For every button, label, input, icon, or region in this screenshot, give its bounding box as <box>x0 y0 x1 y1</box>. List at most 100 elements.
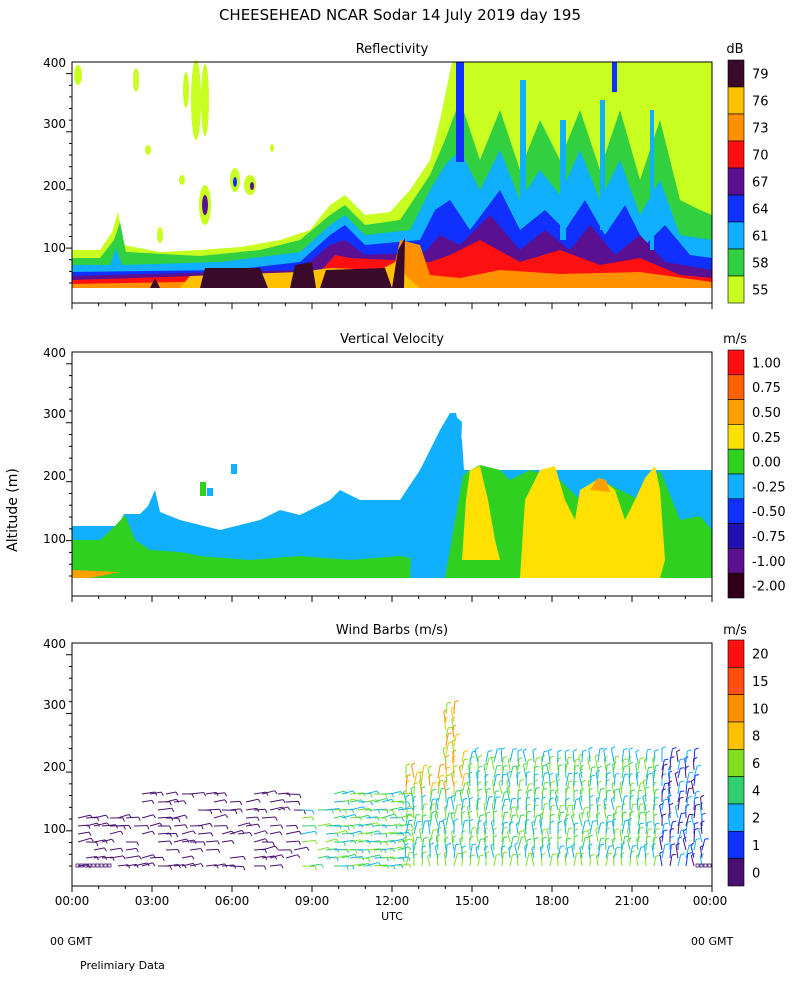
colorbar-swatch-3 <box>727 140 745 169</box>
wind-barb <box>605 764 608 779</box>
wind-barb <box>613 790 616 803</box>
wind-barb <box>293 846 308 851</box>
wind-barb <box>413 821 418 835</box>
wind-barb <box>468 764 471 779</box>
wind-barb <box>621 766 625 779</box>
wind-barb-flag <box>591 766 596 768</box>
wind-barb <box>443 711 447 723</box>
wind-barb <box>652 758 655 771</box>
wind-barb <box>509 836 514 851</box>
wind-barb-flag <box>514 842 519 846</box>
colorbar-label: 1.00 <box>752 356 781 371</box>
wind-barb <box>541 838 544 851</box>
wind-barb <box>483 838 487 851</box>
wind-barb-flag <box>597 780 602 784</box>
wind-barb <box>661 759 665 771</box>
wind-barb <box>461 820 465 835</box>
wind-barb-flag <box>495 796 501 799</box>
wind-barb <box>570 816 575 827</box>
wind-barb <box>125 855 140 859</box>
wind-barb <box>389 800 403 803</box>
wind-barb-flag <box>544 803 549 805</box>
wind-barb-flag <box>543 750 549 753</box>
wind-barb-flag <box>632 844 637 847</box>
wind-barb <box>389 790 401 795</box>
wind-barb <box>317 846 329 851</box>
wind-barb <box>698 829 703 843</box>
wind-barb-flag <box>655 822 660 825</box>
wb-ytick-300: 300 <box>43 698 66 712</box>
wind-barb-flag <box>421 794 427 798</box>
wind-barb <box>309 863 322 867</box>
wind-barb <box>205 791 217 795</box>
wind-barb-flag <box>701 812 706 816</box>
wind-barb <box>595 772 599 787</box>
wind-barb-flag <box>160 791 164 796</box>
vertical-velocity-title: Vertical Velocity <box>340 332 444 347</box>
wind-barb-flag <box>314 866 317 871</box>
wind-barb-flag <box>314 840 318 845</box>
wind-barb <box>381 856 394 859</box>
wind-barb <box>229 829 243 835</box>
wind-barb <box>685 750 688 763</box>
wind-barb <box>333 815 345 819</box>
wind-barb-flag <box>608 852 613 855</box>
wind-barb-flag <box>635 771 640 775</box>
wind-barb-flag <box>687 820 692 823</box>
xtick-24: 00:00 <box>693 894 728 908</box>
wind-barb <box>373 864 387 867</box>
wind-barb <box>285 830 300 835</box>
wind-barb-flag <box>496 764 501 767</box>
wind-barb <box>373 848 385 851</box>
wind-barb-flag <box>464 772 469 775</box>
wind-barb-flag <box>686 780 691 783</box>
wind-barb <box>565 805 569 819</box>
wind-barb-flag <box>462 851 467 854</box>
wind-barb <box>221 830 233 835</box>
wind-barb-flag <box>645 810 650 814</box>
wind-barb <box>245 798 259 803</box>
wind-barb <box>605 791 608 803</box>
wind-barb <box>403 838 407 851</box>
vv-green-low <box>72 515 445 578</box>
wind-barb <box>659 837 663 851</box>
wind-barb <box>690 855 695 867</box>
wind-barb <box>397 863 409 867</box>
wind-barb-flag <box>446 774 451 777</box>
wind-barb <box>365 830 379 835</box>
wind-barb-flag <box>614 788 619 791</box>
wind-barb <box>261 790 275 795</box>
wind-barb <box>685 845 690 859</box>
wind-barb <box>333 830 347 835</box>
wind-barb-flag <box>532 747 537 751</box>
wind-barb <box>533 767 536 779</box>
colorbar-swatch-9 <box>727 572 745 599</box>
colorbar-swatch-2 <box>727 694 745 723</box>
wind-barb <box>637 782 641 795</box>
wind-barb <box>459 790 463 803</box>
wind-barb-flag <box>450 706 455 710</box>
wind-barb <box>365 861 379 867</box>
wind-barb-flag <box>479 854 484 857</box>
colorbar-label: 15 <box>752 675 769 690</box>
wind-barb <box>612 764 615 779</box>
wind-barb-flag <box>376 816 380 821</box>
wind-barb <box>699 846 703 859</box>
wind-barb <box>500 847 503 859</box>
wind-barb-flag <box>169 801 172 806</box>
wind-barb <box>149 822 160 827</box>
wind-barb <box>506 788 511 803</box>
calm-marker <box>699 863 704 868</box>
wind-barb <box>477 839 481 851</box>
wind-barb <box>661 783 666 795</box>
wind-barb <box>93 855 105 859</box>
wind-barb <box>245 807 257 811</box>
wind-barb-flag <box>589 834 594 837</box>
wind-barb <box>684 758 687 771</box>
wind-barb-flag <box>474 747 479 751</box>
wind-barb-flag <box>311 810 315 815</box>
calm-marker <box>79 863 84 868</box>
wind-barb <box>573 799 577 811</box>
wind-barb <box>181 830 194 835</box>
reflectivity-max-cells <box>150 238 405 288</box>
